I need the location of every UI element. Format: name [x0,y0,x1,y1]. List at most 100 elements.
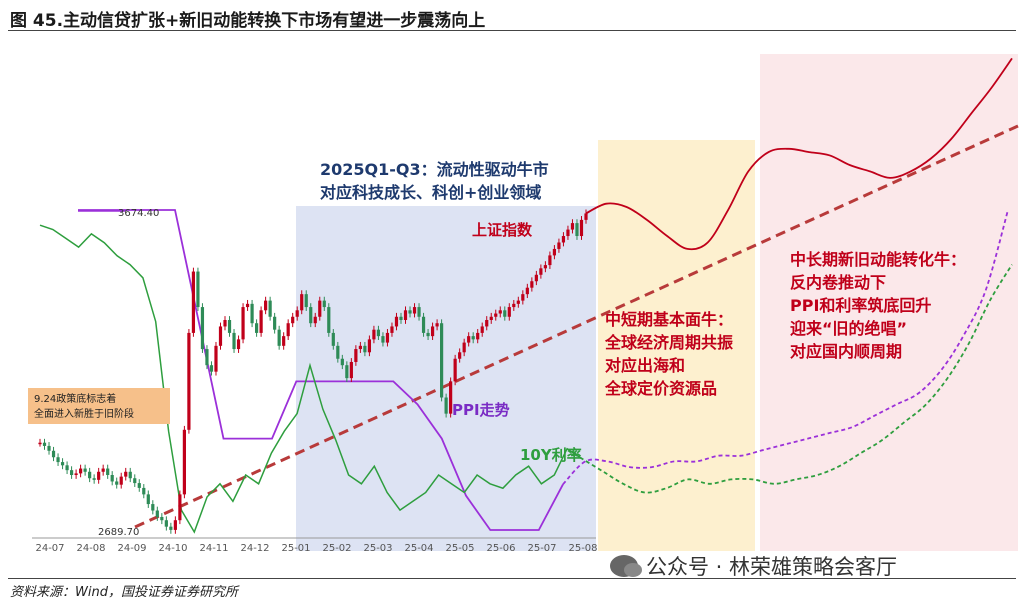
index-candle [92,478,96,480]
index-candle [440,323,444,398]
index-candle [106,468,110,476]
index-candle [245,303,250,308]
index-candle [372,329,376,340]
index-candle [435,323,439,327]
zone-transformation-text: PPI和利率筑底回升 [790,296,931,315]
index-candle [449,381,453,414]
index-candle [376,329,381,337]
index-candle [327,307,331,333]
x-tick-label: 25-05 [445,543,474,554]
index-candle [60,462,65,466]
index-candle [552,248,557,256]
x-tick-label: 25-01 [281,543,310,554]
x-tick-label: 25-02 [322,543,351,554]
index-candle [124,471,128,477]
index-candle [430,326,435,337]
index-candle [160,516,164,521]
index-candle [259,310,263,333]
index-candle [218,326,223,346]
index-candle [173,520,177,530]
index-candle [282,336,286,346]
index-candle [471,336,475,340]
watermark: 公众号 · 林荣雄策略会客厅 [610,551,897,581]
zone-fundamental-text: 全球定价资源品 [604,379,717,398]
index-candle [543,265,547,269]
index-candle [209,365,214,372]
index-candle [453,358,457,382]
index-candle [385,332,390,343]
yield-line [39,224,581,534]
index-candle [268,300,272,317]
index-candle [403,310,408,320]
index-candle [97,471,101,480]
ppi-series-label: PPI走势 [452,401,510,419]
title-rule [8,30,1016,31]
index-candle [115,481,119,485]
index-candle [534,274,538,282]
index-candle [137,483,141,488]
index-candle [273,316,277,330]
x-tick-label: 25-07 [527,543,556,554]
index-candle [232,332,236,350]
index-candle [458,352,462,359]
x-tick-label: 24-11 [199,543,228,554]
zone-transformation-text: 反内卷推动下 [790,273,886,292]
index-candle [214,345,218,372]
index-candle [79,468,83,474]
source-note: 资料来源：Wind，国投证券证券研究所 [10,585,238,600]
index-candle [83,468,87,472]
index-candle [74,473,78,476]
index-candle [480,326,484,333]
index-candle [408,310,412,314]
index-candle [101,468,105,472]
index-candle [164,520,168,527]
index-series-label: 上证指数 [472,221,533,239]
index-candle [489,316,493,320]
index-candle [155,510,159,517]
index-candle [196,271,200,308]
index-candle [363,345,367,353]
index-candle [575,223,579,237]
index-candle [390,326,394,333]
index-candle [309,307,313,324]
zone-fundamental-text: 中短期基本面牛： [605,310,733,329]
index-candle [56,457,60,463]
index-candle [223,319,227,327]
index-projection-line [585,57,1013,251]
index-candle [421,316,426,333]
index-candle [227,319,232,333]
x-tick-label: 24-12 [240,543,269,554]
index-candle [494,313,498,317]
index-candle [354,349,358,362]
index-candle [507,307,511,317]
policy-note-line: 9.24政策底标志着 [34,392,116,405]
index-candle [250,303,254,324]
x-tick-label: 25-04 [404,543,433,554]
index-candle [358,345,362,350]
index-candle [516,300,520,304]
source-rule [8,578,1016,579]
index-candle [286,323,290,337]
index-candle [119,476,123,485]
x-tick-label: 25-08 [568,543,597,554]
index-candle [530,281,534,288]
watermark-text: 公众号 · 林荣雄策略会客厅 [646,555,898,579]
index-candle [42,442,47,446]
index-candle [236,339,241,350]
zone-fundamental-text: 对应出海和 [605,356,685,375]
index-candle [322,300,326,308]
x-tick-label: 25-06 [486,543,515,554]
yield-projection-line [579,264,1013,494]
yield-series-label: 10Y利率 [520,446,582,464]
index-candle [241,307,245,340]
index-candle [336,345,340,359]
policy-note-line: 全面进入新胜于旧阶段 [34,407,134,420]
index-candle [394,316,399,327]
index-candle [88,471,92,479]
index-candle [295,310,299,317]
index-candle [579,219,584,237]
index-high-label: 3674.40 [118,208,159,219]
zone-fundamental-text: 全球经济周期共振 [604,333,733,352]
x-tick-label: 24-10 [158,543,187,554]
index-candle [417,307,421,317]
